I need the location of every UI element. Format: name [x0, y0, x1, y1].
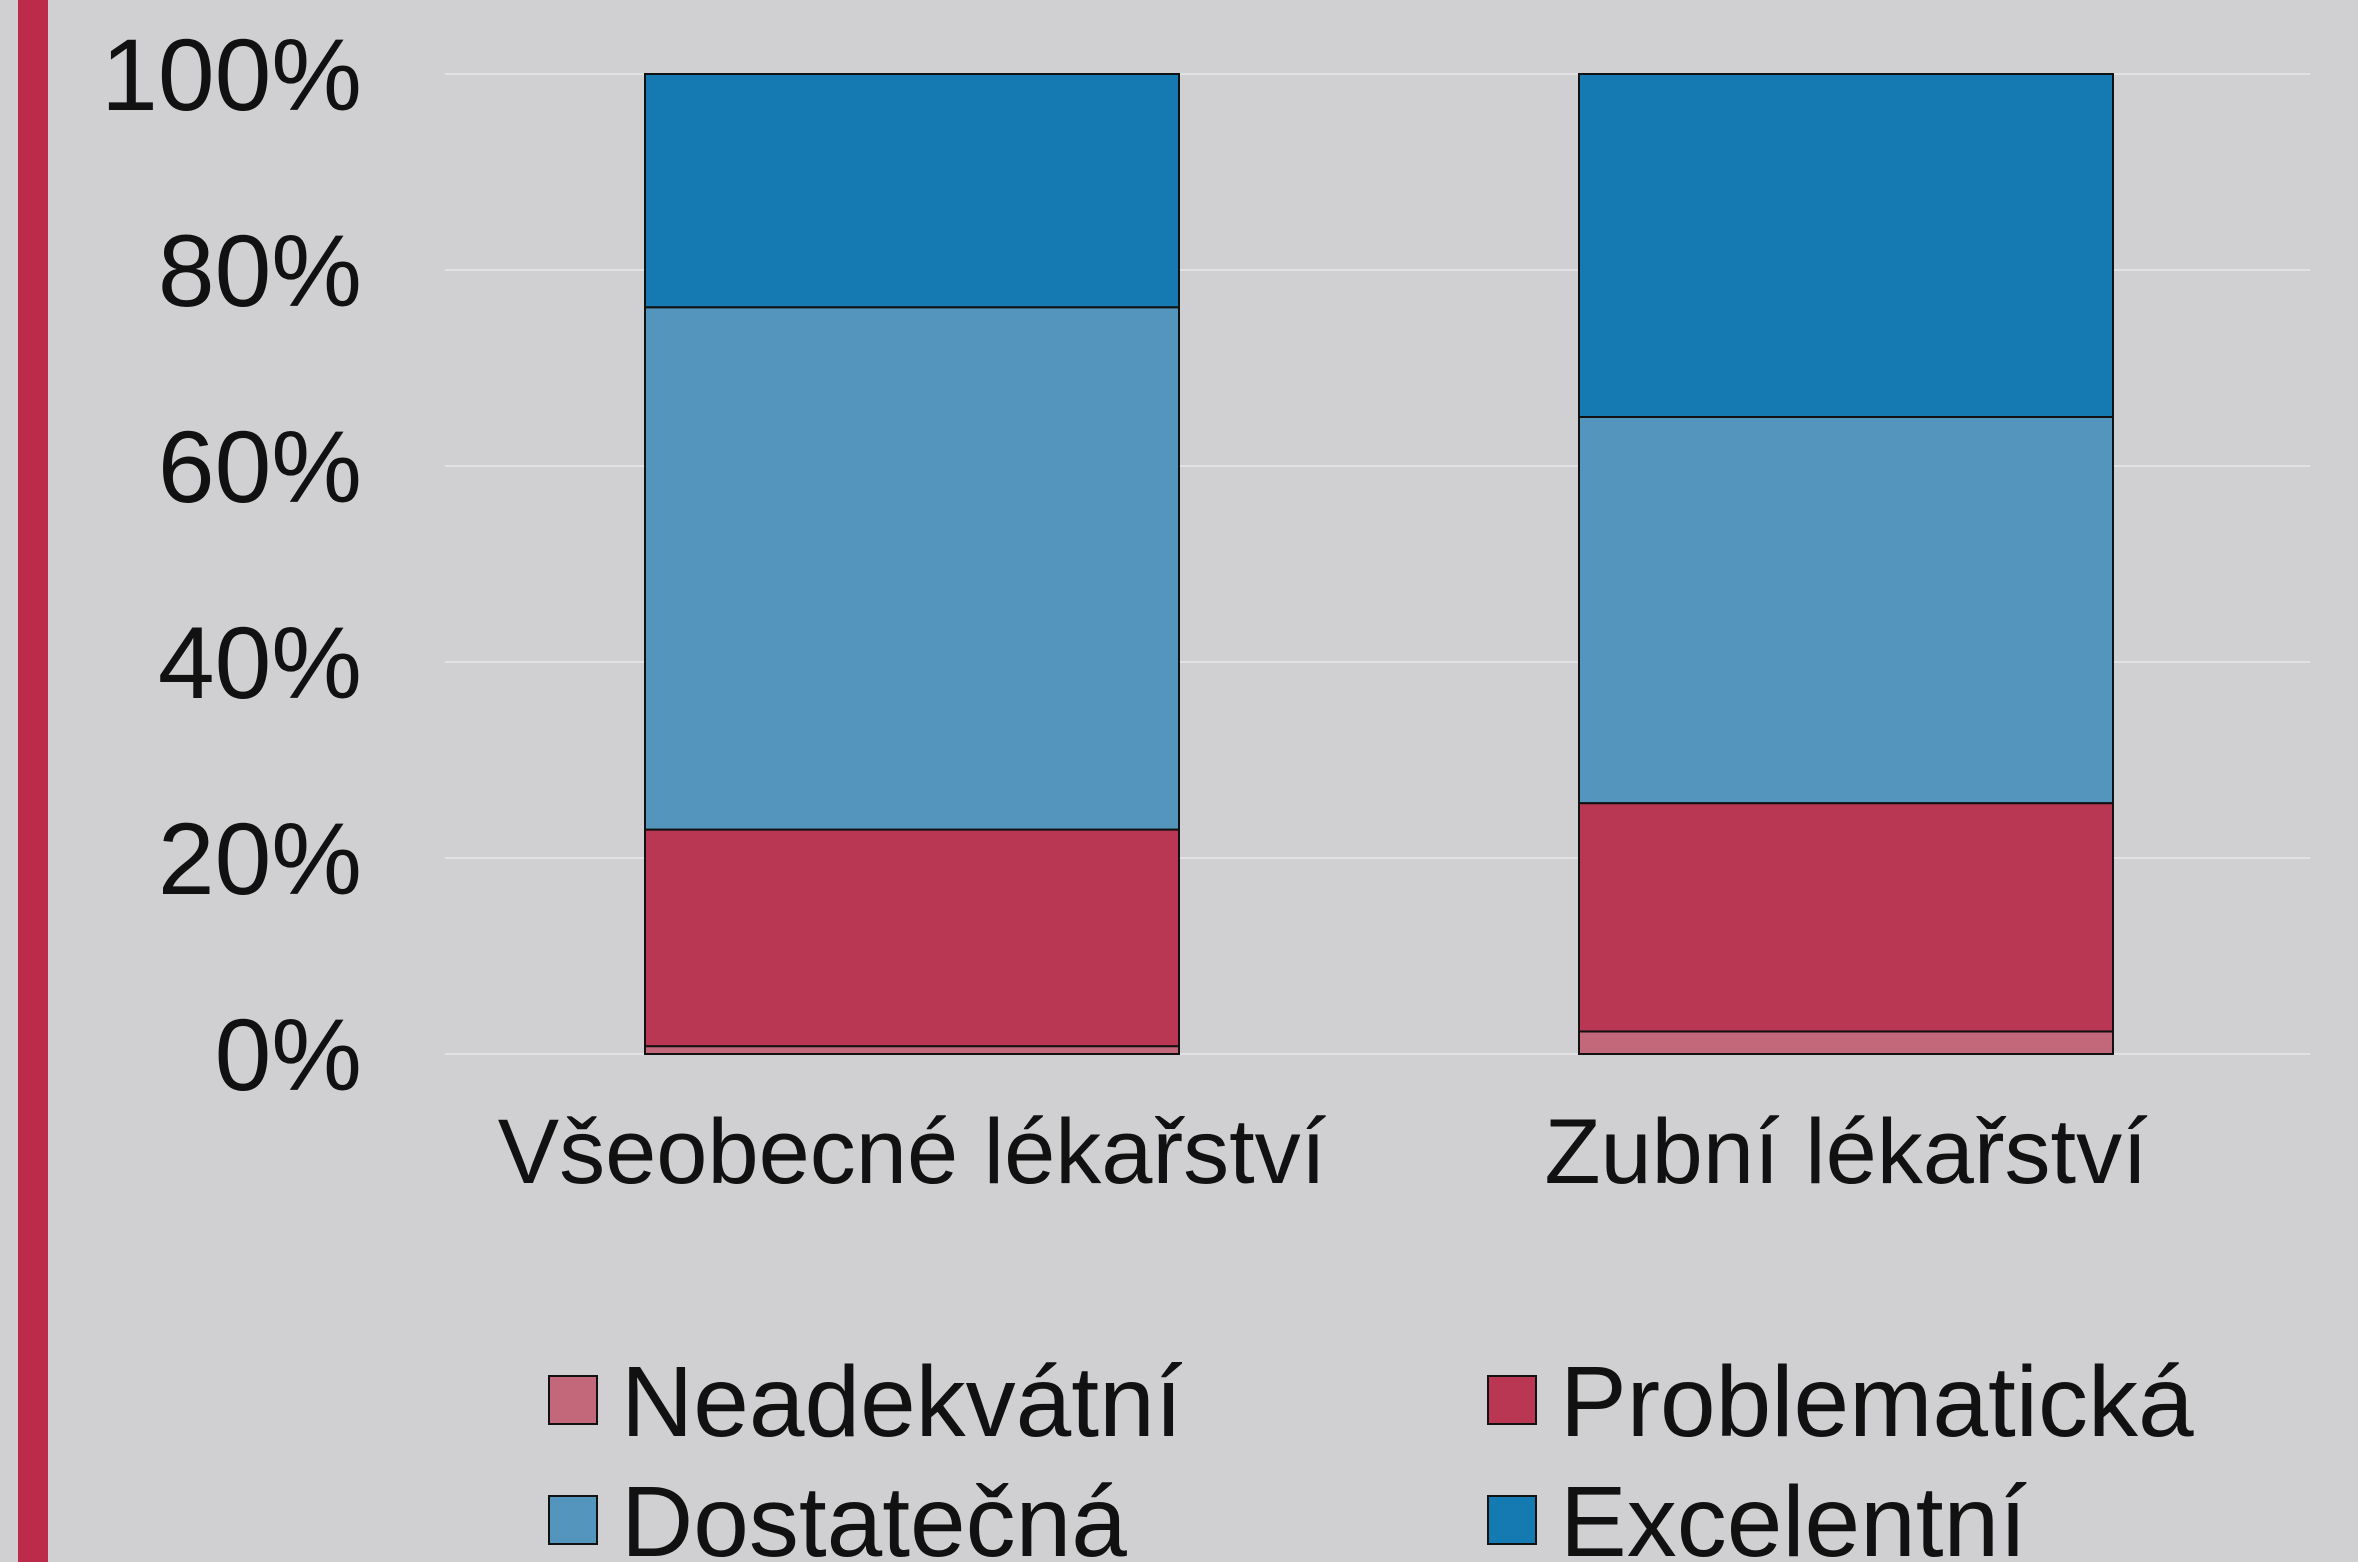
- legend-swatch: [548, 1495, 598, 1545]
- x-tick-label: Zubní lékařství: [1544, 1101, 2148, 1203]
- y-tick-label: 80%: [158, 214, 362, 328]
- legend-swatch: [1487, 1495, 1537, 1545]
- legend-label: Excelentní: [1560, 1466, 2027, 1562]
- side-stripe: [18, 0, 48, 1562]
- legend-label: Dostatečná: [621, 1466, 1127, 1562]
- legend-label: Problematická: [1560, 1346, 2194, 1458]
- bar-segment: [1578, 416, 2114, 805]
- bar-segment: [644, 306, 1180, 831]
- y-tick-label: 20%: [158, 802, 362, 916]
- bar-segment: [1578, 1030, 2114, 1055]
- legend-swatch: [1487, 1375, 1537, 1425]
- bar-segment: [1578, 73, 2114, 418]
- y-tick-label: 60%: [158, 410, 362, 524]
- legend-label: Neadekvátní: [621, 1346, 1183, 1458]
- y-tick-label: 100%: [101, 18, 362, 132]
- legend-swatch: [548, 1375, 598, 1425]
- bar-segment: [1578, 802, 2114, 1033]
- bar-segment: [644, 1045, 1180, 1056]
- y-tick-label: 40%: [158, 606, 362, 720]
- bar-segment: [644, 73, 1180, 309]
- bar-segment: [644, 828, 1180, 1048]
- y-tick-label: 0%: [215, 998, 362, 1112]
- x-tick-label: Všeobecné lékařství: [497, 1101, 1327, 1203]
